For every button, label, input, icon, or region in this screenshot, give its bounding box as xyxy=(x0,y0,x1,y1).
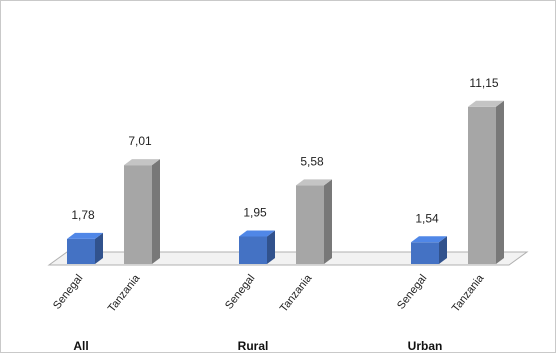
bar-all-tanzania xyxy=(124,159,160,264)
bar-front xyxy=(411,242,439,264)
bar-front xyxy=(67,238,95,264)
value-label-urban-tanzania: 11,15 xyxy=(469,76,498,90)
bar-top xyxy=(468,100,504,107)
value-label-rural-tanzania: 5,58 xyxy=(300,154,324,168)
value-label-urban-senegal: 1,54 xyxy=(415,211,439,225)
bar-rural-senegal xyxy=(239,230,275,264)
value-label-rural-senegal: 1,95 xyxy=(243,206,267,220)
bar-front xyxy=(239,236,267,264)
labels-layer: 1,78 Senegal 7,01 Tanzania All 1,95 Senegal 5,5… xyxy=(51,76,499,353)
category-label-rural-senegal: Senegal xyxy=(223,272,257,311)
value-label-all-tanzania: 7,01 xyxy=(128,134,152,148)
bar-urban-tanzania xyxy=(468,100,504,264)
bar-side xyxy=(152,159,160,264)
bar-front xyxy=(468,106,496,264)
bar-top xyxy=(239,230,275,237)
bar-top xyxy=(296,179,332,186)
bar-urban-senegal xyxy=(411,236,447,264)
value-label-all-senegal: 1,78 xyxy=(71,208,95,222)
category-label-all-tanzania: Tanzania xyxy=(106,272,143,315)
bar-front xyxy=(296,185,324,264)
group-label-all: All xyxy=(73,339,88,353)
category-label-rural-tanzania: Tanzania xyxy=(278,272,315,315)
category-label-urban-senegal: Senegal xyxy=(395,272,429,311)
bar-side xyxy=(95,232,103,264)
bar-top xyxy=(124,159,160,166)
group-label-rural: Rural xyxy=(238,339,269,353)
bar-front xyxy=(124,165,152,264)
bar-rural-tanzania xyxy=(296,179,332,264)
bar-all-senegal xyxy=(67,232,103,264)
bar-top xyxy=(67,232,103,239)
bars-layer xyxy=(67,100,504,264)
bar-top xyxy=(411,236,447,243)
group-label-urban: Urban xyxy=(408,339,443,353)
category-label-urban-tanzania: Tanzania xyxy=(450,272,487,315)
bar-side xyxy=(267,230,275,264)
bar-side xyxy=(324,179,332,264)
bar-side xyxy=(496,100,504,264)
chart-floor xyxy=(47,251,529,266)
bar-side xyxy=(439,236,447,264)
category-label-all-senegal: Senegal xyxy=(51,272,85,311)
